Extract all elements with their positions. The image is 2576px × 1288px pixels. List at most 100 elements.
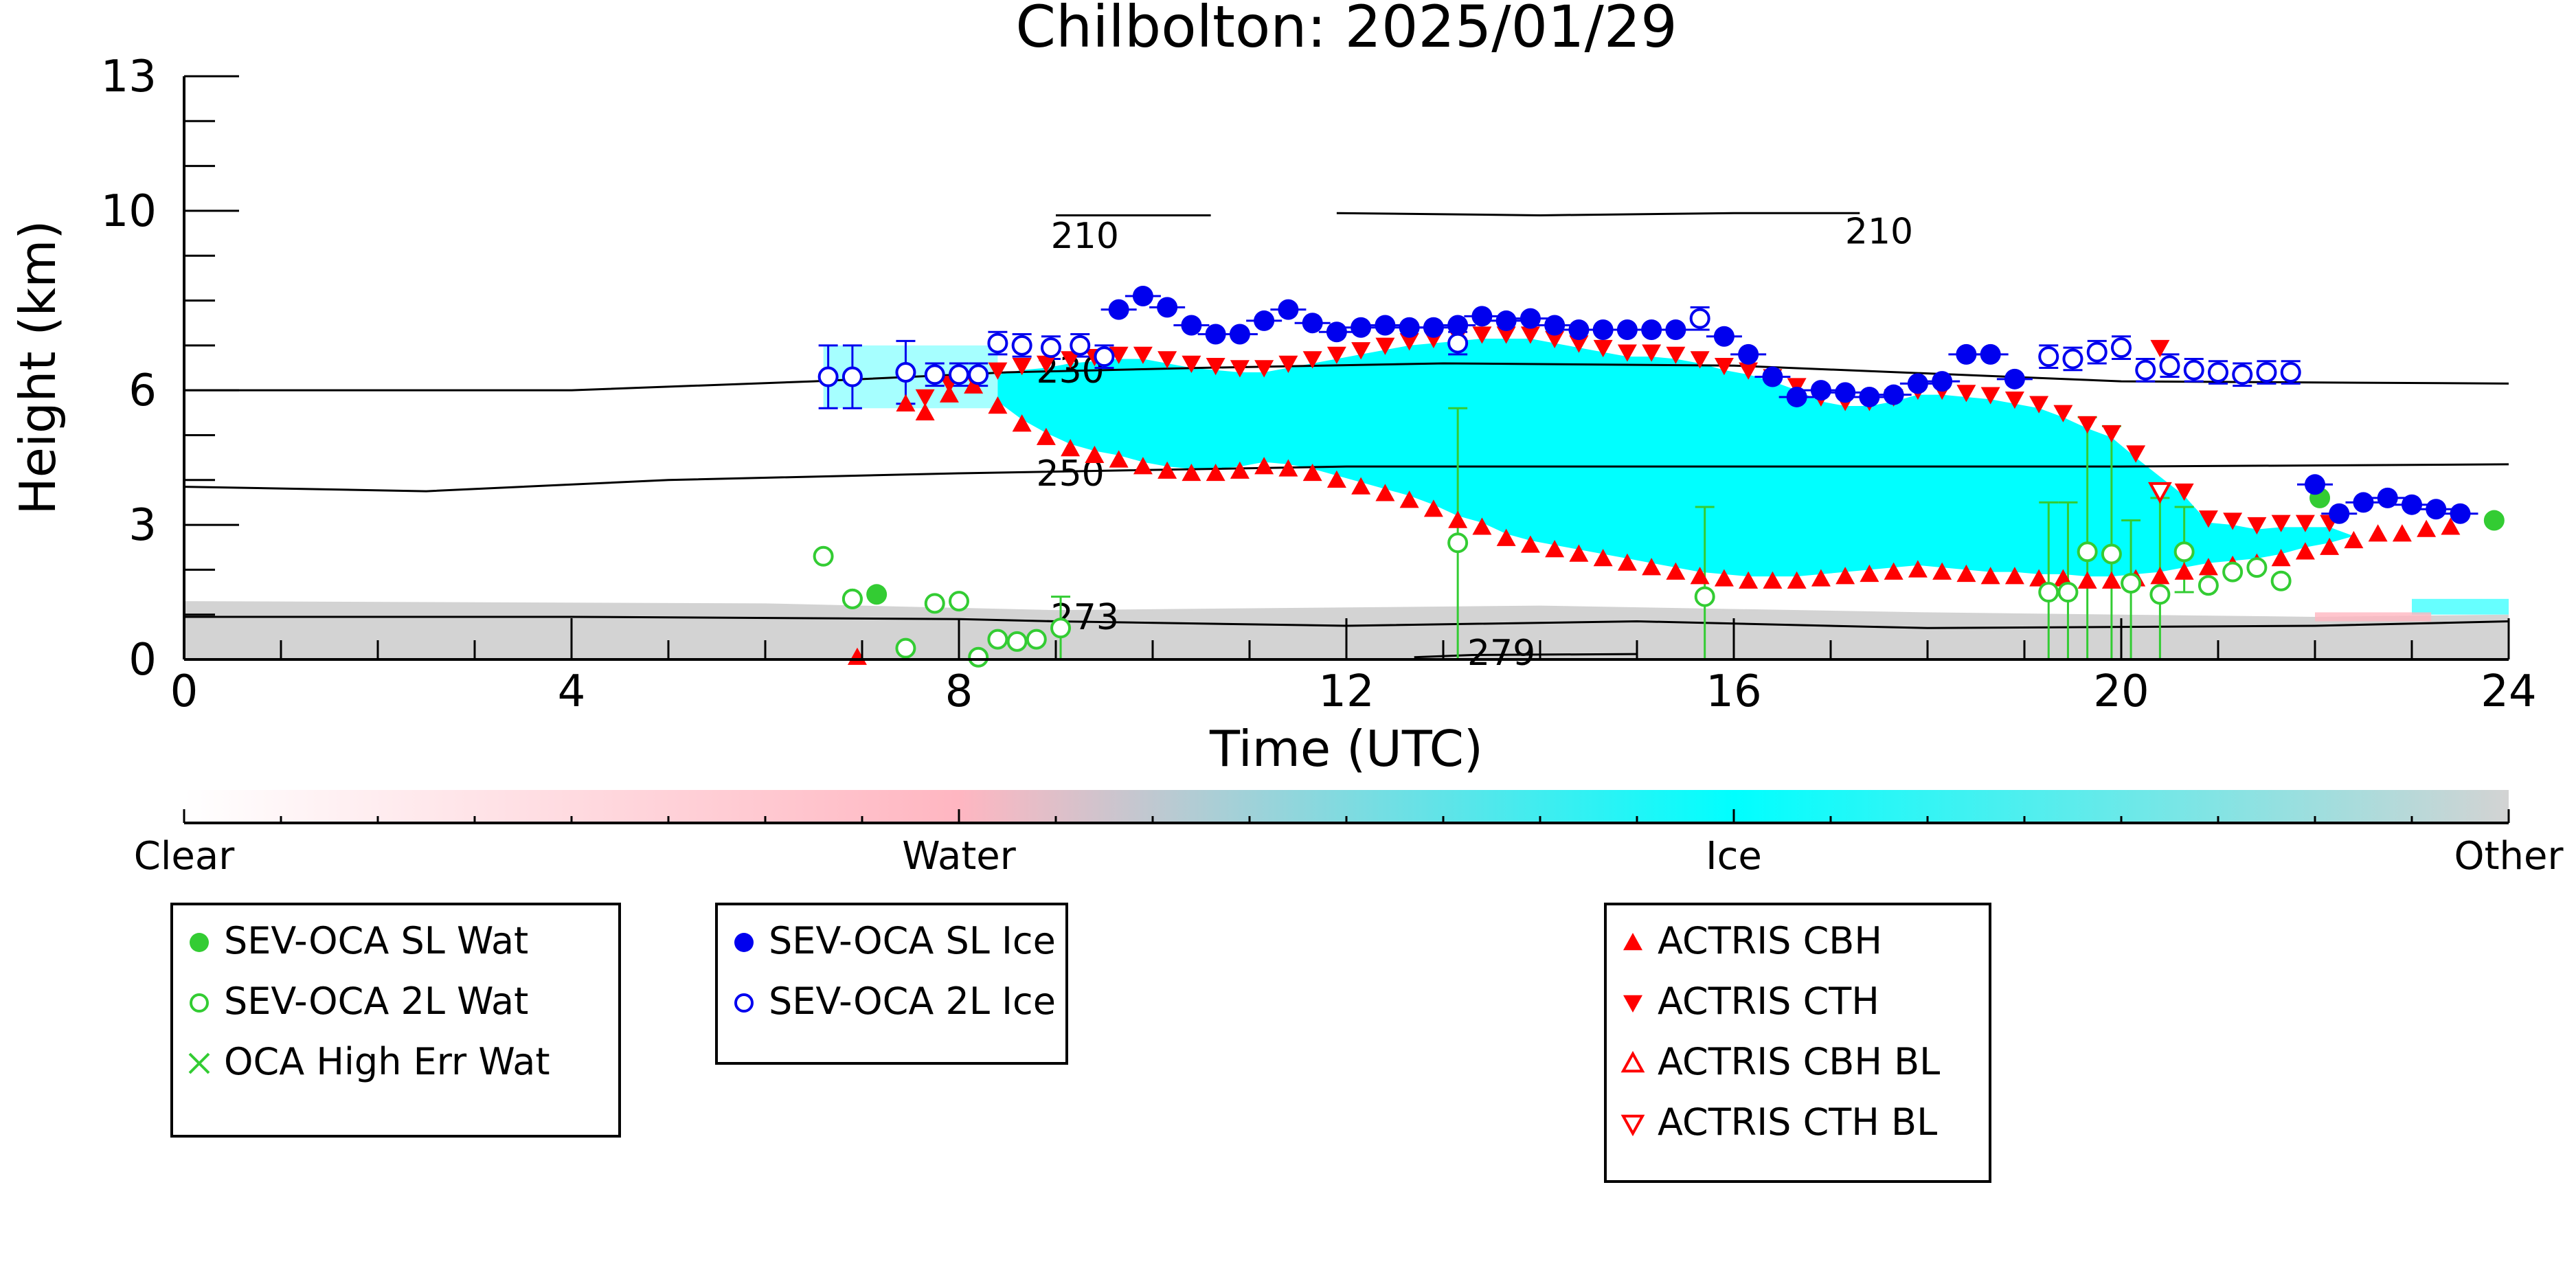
point-actris-cth-10 [1157, 351, 1177, 369]
point-actris-cth-6 [1061, 351, 1081, 369]
point-actris-cth-25 [1520, 326, 1540, 344]
point-actris-cth-20 [1399, 333, 1419, 351]
point-actris-cbh-39 [1811, 569, 1831, 587]
point-actris-cth-17 [1326, 346, 1346, 364]
point-sev-oca-2l-wat-22 [2270, 570, 2292, 591]
point-actris-cth-13 [1230, 360, 1250, 378]
x-tick-label-5: 20 [2093, 666, 2149, 717]
colorbar-label-clear: Clear [134, 834, 235, 879]
point-actris-cbh-6 [1012, 414, 1032, 432]
point-sev-oca-2l-wat-13 [2057, 582, 2079, 603]
point-actris-cbh-7 [1036, 427, 1056, 445]
point-actris-cth-11 [1182, 355, 1201, 373]
point-actris-cbh-22 [1399, 490, 1419, 508]
x-axis-label: Time (UTC) [1209, 720, 1483, 778]
chart-title: Chilbolton: 2025/01/29 [1015, 0, 1677, 60]
point-actris-cbh-61 [2344, 530, 2364, 549]
point-actris-cth-54 [2223, 512, 2243, 530]
point-actris-cth-19 [1375, 337, 1395, 355]
point-actris-cth-50 [2126, 445, 2146, 463]
point-actris-cth-18 [1351, 342, 1371, 360]
contour-label-5: 279 [1467, 633, 1535, 674]
point-sev-oca-2l-ice-2 [895, 362, 916, 383]
ice-cloud-low [2412, 598, 2509, 615]
x-tick-label-3: 12 [1318, 666, 1374, 717]
point-sev-oca-sl-ice-23 [1665, 319, 1686, 340]
point-sev-oca-2l-ice-22 [2256, 362, 2277, 383]
point-sev-oca-2l-wat-21 [2246, 557, 2268, 578]
point-sev-oca-sl-ice-22 [1641, 319, 1662, 340]
point-sev-oca-sl-ice-37 [2305, 474, 2325, 495]
legend-marker-2-2 [1620, 1050, 1645, 1073]
point-sev-oca-sl-ice-21 [1616, 319, 1638, 340]
x-tick-label-6: 24 [2481, 666, 2536, 717]
point-actris-cth-bl-0 [2148, 482, 2172, 504]
point-actris-cbh-62 [2368, 524, 2388, 542]
point-sev-oca-sl-ice-7 [1278, 299, 1299, 320]
point-actris-cbh-65 [2441, 517, 2461, 535]
data-markers [813, 286, 2505, 668]
point-actris-cth-53 [2198, 510, 2218, 528]
point-sev-oca-sl-ice-28 [1810, 380, 1831, 401]
legend-marker-0-1 [190, 993, 209, 1013]
point-sev-oca-sl-ice-27 [1786, 386, 1807, 407]
point-actris-cbh-9 [1085, 445, 1105, 464]
legends: SEV-OCA SL Wat SEV-OCA 2L Wat OCA High Err… [170, 903, 1991, 1183]
point-actris-cbh-58 [2271, 549, 2291, 567]
point-sev-oca-2l-wat-17 [2149, 584, 2171, 605]
point-actris-cth-24 [1496, 326, 1516, 344]
point-actris-cbh-23 [1423, 499, 1443, 517]
point-sev-oca-2l-wat-2 [895, 637, 916, 659]
legend-marker-2-0 [1623, 933, 1642, 951]
point-actris-cth-43 [1956, 385, 1976, 403]
contour-line-1 [1336, 212, 1860, 216]
point-actris-cth-28 [1593, 339, 1613, 358]
point-actris-cbh-33 [1666, 562, 1686, 580]
point-sev-oca-2l-wat-16 [2121, 572, 2142, 594]
x-tick-label-1: 4 [558, 666, 586, 717]
point-actris-cbh-16 [1254, 457, 1274, 475]
legend-marker-1-0 [734, 933, 754, 952]
point-actris-cbh-18 [1302, 463, 1322, 482]
point-actris-cth-0 [915, 389, 935, 407]
point-sev-oca-sl-ice-36 [2004, 368, 2025, 389]
point-sev-oca-sl-wat-1 [866, 584, 888, 605]
point-actris-cth-3 [988, 362, 1008, 380]
y-tick-label-0: 0 [128, 635, 157, 686]
point-actris-cth-33 [1714, 358, 1734, 376]
water-patch [2315, 612, 2432, 622]
point-sev-oca-sl-ice-34 [1956, 343, 1977, 365]
point-sev-oca-2l-wat-6 [987, 629, 1008, 650]
x-tick-label-4: 16 [1706, 666, 1761, 717]
point-actris-cbh-32 [1642, 558, 1662, 576]
point-actris-cth-44 [1980, 387, 2000, 405]
point-actris-cbh-34 [1690, 567, 1710, 585]
point-actris-cbh-17 [1278, 459, 1298, 477]
point-sev-oca-sl-ice-4 [1205, 324, 1226, 345]
legend-marker-0-2 [188, 1052, 210, 1074]
point-sev-oca-2l-ice-5 [968, 364, 989, 385]
point-sev-oca-2l-wat-8 [1026, 629, 1047, 650]
x-tick-label-0: 0 [170, 666, 199, 717]
point-sev-oca-sl-ice-12 [1399, 317, 1420, 338]
point-actris-cbh-29 [1569, 544, 1589, 562]
point-sev-oca-2l-ice-0 [817, 366, 839, 387]
point-actris-cbh-8 [1061, 439, 1081, 457]
point-actris-cth-16 [1302, 351, 1322, 369]
point-sev-oca-2l-wat-4 [949, 591, 969, 612]
point-sev-oca-sl-ice-40 [2377, 487, 2398, 508]
point-actris-cbh-36 [1739, 571, 1759, 589]
point-sev-oca-sl-ice-18 [1544, 315, 1566, 336]
point-actris-cth-47 [2053, 405, 2073, 422]
point-actris-cbh-41 [1860, 564, 1879, 583]
contour-label-1: 210 [1845, 211, 1913, 252]
point-actris-cbh-24 [1448, 510, 1468, 528]
point-sev-oca-2l-ice-17 [2135, 359, 2156, 381]
point-sev-oca-sl-ice-8 [1302, 313, 1323, 334]
point-sev-oca-sl-ice-13 [1423, 317, 1444, 338]
point-actris-cth-12 [1206, 358, 1225, 376]
y-tick-label-2: 6 [128, 365, 157, 416]
point-sev-oca-sl-ice-32 [1907, 373, 1928, 394]
point-sev-oca-sl-ice-10 [1351, 317, 1372, 338]
